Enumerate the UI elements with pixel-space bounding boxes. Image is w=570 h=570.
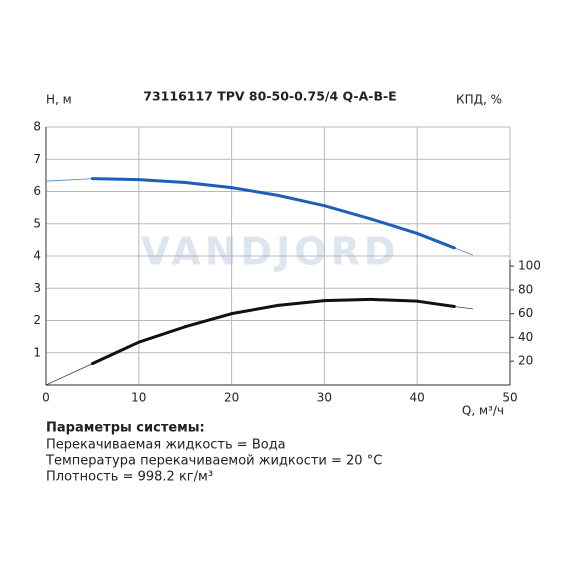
curve-operating xyxy=(322,204,373,221)
y2-tick-label: 20 xyxy=(518,354,533,368)
y-tick-label: 3 xyxy=(33,281,41,295)
curve-operating xyxy=(183,180,234,190)
x-tick-label: 10 xyxy=(131,391,146,405)
params-title: Параметры системы: xyxy=(46,421,205,436)
curve-operating xyxy=(90,177,141,182)
params-line: Температура перекачиваемой жидкости = 20… xyxy=(45,454,382,469)
y-tick-label: 7 xyxy=(33,152,41,166)
x-axis-label: Q, м³/ч xyxy=(462,404,504,418)
curve-full xyxy=(45,298,473,386)
y-tick-label: 8 xyxy=(33,120,41,134)
curve-operating xyxy=(137,325,187,344)
curve-operating xyxy=(90,340,141,366)
x-tick-label: 30 xyxy=(317,391,332,405)
curve-operating xyxy=(415,231,456,250)
x-tick-label: 20 xyxy=(224,391,239,405)
curve-operating xyxy=(276,193,326,208)
x-tick-label: 50 xyxy=(502,391,517,405)
watermark: VANDJORD xyxy=(141,230,400,274)
y2-tick-label: 60 xyxy=(518,306,533,320)
y2-tick-label: 40 xyxy=(518,330,533,344)
y-tick-label: 5 xyxy=(33,216,41,230)
params-line: Плотность = 998.2 кг/м³ xyxy=(46,470,213,485)
y-tick-label: 1 xyxy=(33,345,41,359)
params-line: Перекачиваемая жидкость = Вода xyxy=(46,438,286,453)
curve-operating xyxy=(369,297,419,303)
y-axis-label: H, м xyxy=(46,93,72,107)
curve-operating xyxy=(183,312,234,329)
x-tick-label: 40 xyxy=(410,391,425,405)
y2-axis-label: КПД, % xyxy=(456,93,502,107)
curve-operating xyxy=(322,297,373,303)
curve-operating xyxy=(230,186,280,197)
y-tick-label: 2 xyxy=(33,313,41,327)
curve-operating xyxy=(415,299,456,309)
x-tick-label: 0 xyxy=(42,391,50,405)
y-tick-label: 4 xyxy=(33,249,41,263)
y2-tick-label: 100 xyxy=(518,259,541,273)
curve-operating xyxy=(137,178,187,184)
y-tick-label: 6 xyxy=(33,184,41,198)
chart-title: 73116117 TPV 80-50-0.75/4 Q-A-B-E xyxy=(143,89,396,104)
curve-operating xyxy=(276,299,326,307)
y2-tick-label: 80 xyxy=(518,282,533,296)
curve-operating xyxy=(230,303,280,316)
curve-operating xyxy=(369,217,419,235)
